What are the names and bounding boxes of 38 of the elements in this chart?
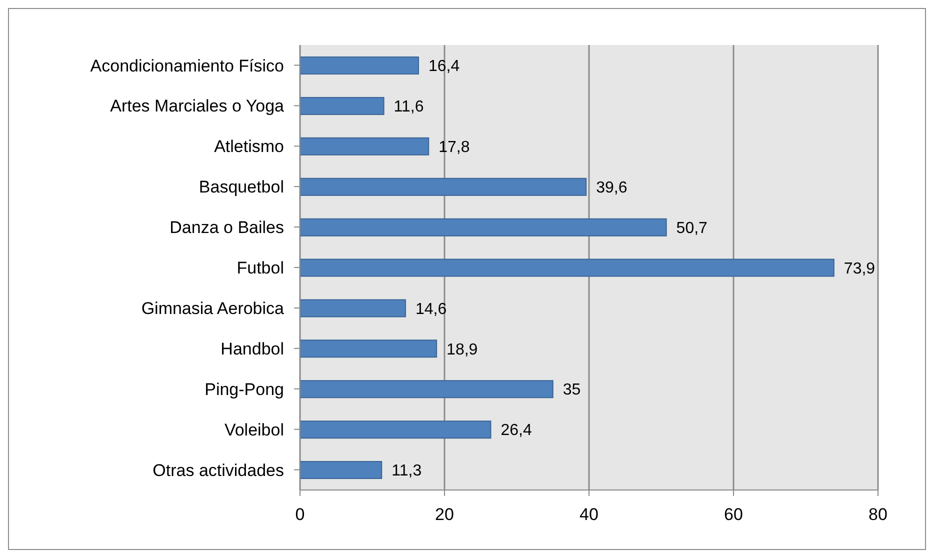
bar <box>300 137 430 156</box>
x-tick-label: 80 <box>868 505 888 524</box>
x-tick-label: 20 <box>435 505 454 524</box>
y-tick-label: Danza o Bailes <box>170 218 284 238</box>
x-tick-label: 40 <box>580 505 598 524</box>
x-tick-label: 0 <box>295 505 305 524</box>
data-label: 16,4 <box>428 58 460 76</box>
y-tick-label: Handbol <box>220 339 284 358</box>
data-label: 50,7 <box>676 220 708 237</box>
bar <box>300 299 406 318</box>
bar <box>300 56 419 74</box>
y-tick-label: Artes Marciales o Yoga <box>110 96 285 116</box>
y-tick-label: Gimnasia Aerobica <box>141 298 285 318</box>
data-label: 73,9 <box>844 260 876 278</box>
data-label: 14,6 <box>415 300 447 318</box>
data-label: 26,4 <box>500 422 532 440</box>
y-tick-label: Ping-Pong <box>204 380 284 399</box>
y-tick-label: Voleibol <box>224 420 284 440</box>
y-tick-label: Atletismo <box>214 137 284 156</box>
data-label: 17,8 <box>438 139 470 156</box>
y-tick-label: Otras actividades <box>152 460 284 480</box>
x-tick-label: 60 <box>724 505 743 524</box>
y-tick-label: Acondicionamiento Físico <box>90 56 284 76</box>
bar <box>300 461 382 480</box>
bar <box>300 96 384 115</box>
data-label: 11,3 <box>392 462 422 480</box>
bar <box>300 420 492 439</box>
data-label: 35 <box>562 382 581 399</box>
data-label: 39,6 <box>596 179 628 196</box>
bar <box>300 380 554 398</box>
bar <box>300 178 587 196</box>
data-label: 18,9 <box>446 341 478 358</box>
bar <box>300 258 834 277</box>
bar <box>300 218 667 236</box>
y-tick-label: Futbol <box>236 258 284 278</box>
bar <box>300 340 438 358</box>
y-tick-label: Basquetbol <box>198 178 284 197</box>
data-label: 11,6 <box>394 98 424 116</box>
